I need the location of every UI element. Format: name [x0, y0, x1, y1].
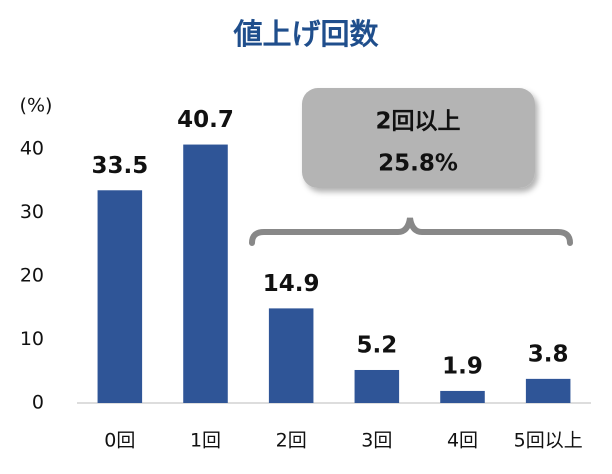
annotation-label: 2回以上: [375, 109, 460, 135]
brace: [249, 217, 573, 246]
data-label: 3.8: [528, 341, 569, 367]
y-tick-label: 30: [20, 201, 44, 223]
annotation-box: [302, 88, 535, 188]
y-tick-label: 0: [32, 392, 44, 414]
data-label: 33.5: [91, 153, 148, 179]
bar: [440, 390, 485, 403]
y-tick-label: 40: [20, 138, 44, 160]
x-tick-label: 0回: [104, 430, 135, 452]
data-label: 14.9: [263, 271, 320, 297]
y-axis-label: (%): [20, 95, 53, 117]
data-label: 1.9: [442, 353, 483, 379]
bar: [97, 190, 143, 403]
x-tick-label: 4回: [447, 430, 478, 452]
x-tick-label: 3回: [361, 430, 392, 452]
x-tick-label: 1回: [190, 430, 221, 452]
annotation-value: 25.8%: [378, 151, 458, 177]
x-tick-label: 2回: [276, 430, 307, 452]
bar: [268, 308, 314, 403]
x-tick-label: 5回以上: [514, 430, 583, 452]
y-tick-label: 10: [20, 328, 44, 350]
data-label: 5.2: [356, 332, 397, 358]
chart-title: 値上げ回数: [232, 17, 379, 51]
bar: [183, 144, 228, 403]
data-label: 40.7: [177, 107, 234, 133]
bar: [354, 369, 400, 403]
y-tick-label: 20: [20, 265, 44, 287]
bar: [525, 378, 571, 403]
